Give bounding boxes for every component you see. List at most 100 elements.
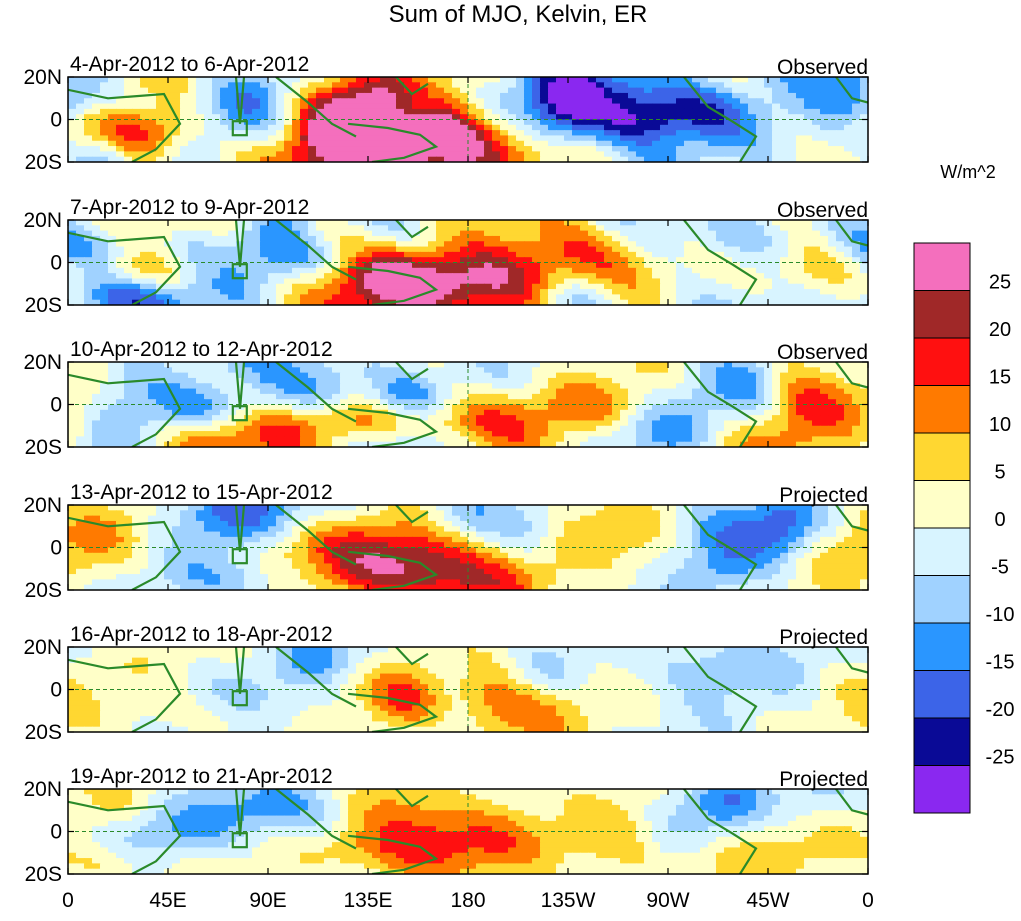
- heatmap-cell: [748, 383, 757, 390]
- heatmap-cell: [132, 108, 141, 115]
- heatmap-cell: [396, 283, 405, 290]
- heatmap-cell: [204, 399, 213, 406]
- heatmap-cell: [388, 294, 397, 301]
- heatmap-cell: [740, 388, 749, 395]
- heatmap-cell: [484, 98, 493, 105]
- heatmap-cell: [660, 431, 669, 437]
- heatmap-cell: [772, 151, 781, 158]
- heatmap-cell: [236, 420, 245, 427]
- heatmap-cell: [372, 294, 381, 301]
- heatmap-cell: [828, 294, 837, 301]
- heatmap-cell: [244, 220, 253, 226]
- heatmap-cell: [132, 283, 141, 290]
- heatmap-cell: [540, 230, 549, 237]
- heatmap-cell: [556, 505, 565, 511]
- heatmap-cell: [468, 220, 477, 226]
- heatmap-cell: [820, 241, 829, 248]
- heatmap-cell: [540, 278, 549, 285]
- heatmap-cell: [132, 225, 141, 232]
- heatmap-cell: [836, 420, 845, 427]
- heatmap-cell: [356, 420, 365, 427]
- heatmap-cell: [468, 241, 477, 248]
- heatmap-cell: [796, 130, 805, 137]
- heatmap-cell: [636, 124, 645, 131]
- heatmap-cell: [188, 246, 197, 253]
- heatmap-cell: [76, 156, 85, 162]
- coastline: [234, 220, 246, 267]
- heatmap-cell: [692, 273, 701, 280]
- heatmap-cell: [444, 299, 453, 305]
- heatmap-cell: [84, 124, 93, 131]
- heatmap-cell: [748, 135, 757, 142]
- heatmap-cell: [524, 441, 533, 447]
- heatmap-cell: [212, 278, 221, 285]
- heatmap-cell: [284, 119, 293, 126]
- heatmap-cell: [708, 140, 717, 147]
- heatmap-cell: [828, 278, 837, 285]
- heatmap-cell: [212, 146, 221, 152]
- heatmap-cell: [668, 278, 677, 285]
- heatmap-cell: [684, 262, 693, 269]
- heatmap-cell: [348, 225, 357, 232]
- heatmap-cell: [244, 377, 253, 384]
- heatmap-cell: [660, 140, 669, 147]
- heatmap-cell: [612, 404, 621, 411]
- heatmap-cell: [340, 441, 349, 447]
- heatmap-cell: [524, 257, 533, 264]
- heatmap-cell: [572, 156, 581, 162]
- heatmap-cell: [732, 77, 741, 83]
- heatmap-cell: [156, 230, 165, 237]
- heatmap-cell: [332, 393, 341, 400]
- heatmap-cell: [268, 388, 277, 395]
- heatmap-cell: [540, 388, 549, 395]
- heatmap-cell: [700, 151, 709, 158]
- heatmap-cell: [548, 431, 557, 437]
- heatmap-cell: [764, 278, 773, 285]
- heatmap-cell: [700, 409, 709, 416]
- heatmap-cell: [84, 140, 93, 147]
- heatmap-cell: [284, 98, 293, 105]
- heatmap-cell: [740, 372, 749, 379]
- heatmap-cell: [124, 362, 133, 368]
- heatmap-cell: [76, 393, 85, 400]
- heatmap-cell: [244, 98, 253, 105]
- heatmap-cell: [572, 431, 581, 437]
- heatmap-cell: [356, 383, 365, 390]
- heatmap-cell: [108, 383, 117, 390]
- heatmap-cell: [604, 294, 613, 301]
- heatmap-cell: [148, 431, 157, 437]
- heatmap-cell: [548, 257, 557, 264]
- heatmap-cell: [756, 283, 765, 290]
- heatmap-cell: [764, 267, 773, 274]
- heatmap-cell: [572, 251, 581, 258]
- heatmap-cell: [156, 257, 165, 264]
- heatmap-cell: [812, 399, 821, 406]
- panel-date-range: 7-Apr-2012 to 9-Apr-2012: [70, 196, 309, 219]
- heatmap-cell: [252, 399, 261, 406]
- heatmap-cell: [444, 441, 453, 447]
- heatmap-cell: [716, 220, 725, 226]
- heatmap-cell: [836, 262, 845, 269]
- heatmap-cell: [348, 415, 357, 422]
- heatmap-cell: [820, 130, 829, 137]
- heatmap-cell: [196, 415, 205, 422]
- heatmap-cell: [516, 431, 525, 437]
- heatmap-cell: [492, 135, 501, 142]
- heatmap-cell: [356, 388, 365, 395]
- heatmap-cell: [676, 299, 685, 305]
- heatmap-cell: [492, 431, 501, 437]
- heatmap-cell: [364, 415, 373, 422]
- heatmap-cell: [612, 393, 621, 400]
- heatmap-cell: [348, 409, 357, 416]
- heatmap-cell: [452, 77, 461, 83]
- heatmap-cell: [252, 235, 261, 242]
- heatmap-cell: [636, 377, 645, 384]
- heatmap-cell: [684, 92, 693, 99]
- heatmap-cell: [708, 82, 717, 89]
- heatmap-cell: [468, 278, 477, 285]
- heatmap-cell: [492, 151, 501, 158]
- heatmap-cell: [76, 87, 85, 94]
- heatmap-cell: [284, 92, 293, 99]
- heatmap-cell: [236, 367, 245, 374]
- heatmap-cell: [556, 87, 565, 94]
